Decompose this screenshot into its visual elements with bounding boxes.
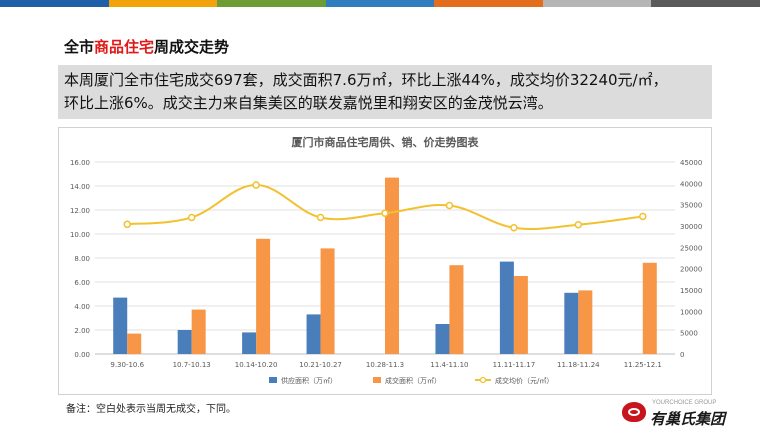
right-axis-tick-label: 5000 — [680, 330, 698, 338]
top-bar-segment — [0, 0, 109, 7]
bar-supply-area — [113, 297, 128, 354]
avg-price-point — [316, 213, 325, 222]
bar-sales-area — [449, 265, 464, 354]
legend-label: 供应面积（万㎡） — [281, 376, 337, 385]
bar-supply-area — [177, 330, 192, 354]
right-axis-tick-label: 40000 — [680, 180, 702, 188]
avg-price-point — [510, 223, 518, 232]
bar-supply-area — [306, 314, 321, 354]
top-bar-segment — [542, 0, 652, 7]
left-axis-tick-label: 12.00 — [70, 207, 90, 215]
right-axis-tick-label: 20000 — [680, 266, 702, 274]
avg-price-point — [252, 181, 260, 189]
x-axis-category-label: 10.28-11.3 — [366, 361, 404, 369]
x-axis-category-label: 11.18-11.24 — [557, 361, 600, 369]
left-axis-tick-label: 14.00 — [70, 183, 90, 191]
company-logo: YOURCHOICE GROUP 有巢氏集团 — [622, 400, 740, 428]
left-axis-tick-label: 10.00 — [70, 231, 90, 239]
x-axis-category-label: 10.14-10.20 — [235, 361, 278, 369]
weekly-supply-sales-price-chart: 厦门市商品住宅周供、销、价走势图表 0.00 2.00 4.00 6.00 8.00 10.… — [70, 135, 702, 385]
bar-sales-area — [385, 177, 399, 354]
page-heading: 全市商品住宅周成交走势 — [64, 36, 229, 57]
left-axis-tick-label: 2.00 — [74, 327, 90, 335]
avg-price-point — [574, 220, 583, 229]
right-axis-tick-label: 10000 — [680, 308, 702, 316]
bar-sales-area — [513, 276, 528, 354]
right-axis-tick-label: 0 — [680, 351, 684, 359]
bar-sales-area — [127, 333, 142, 354]
x-axis-category-label: 9.30-10.6 — [110, 361, 144, 369]
legend-label: 成交面积（万㎡） — [385, 376, 441, 385]
legend-label: 成交均价（元/㎡） — [495, 376, 553, 385]
bar-sales-area — [320, 248, 335, 354]
bar-supply-area — [242, 332, 257, 354]
legend-swatch-marker — [479, 376, 487, 384]
left-axis-tick-label: 8.00 — [74, 255, 90, 263]
x-axis-category-label: 11.4-11.10 — [430, 361, 468, 369]
summary-box: 本周厦门全市住宅成交697套，成交面积7.6万㎡，环比上涨44%，成交均价322… — [58, 65, 712, 119]
top-bar-segment — [651, 0, 760, 7]
top-color-bar — [0, 0, 760, 7]
left-axis-tick-label: 4.00 — [74, 303, 90, 311]
bar-supply-area — [435, 324, 450, 354]
chart-title: 厦门市商品住宅周供、销、价走势图表 — [292, 135, 480, 149]
bar-supply-area — [499, 261, 514, 354]
right-axis-tick-label: 35000 — [680, 202, 702, 210]
right-axis-tick-label: 30000 — [680, 223, 702, 231]
summary-line-2: 环比上涨6%。成交主力来自集美区的联发嘉悦里和翔安区的金茂悦云湾。 — [64, 94, 553, 112]
footnote: 备注：空白处表示当周无成交，下同。 — [66, 404, 236, 415]
left-axis-tick-label: 0.00 — [74, 351, 90, 359]
heading-prefix: 全市 — [64, 38, 95, 56]
avg-price-point — [381, 209, 389, 217]
legend-swatch — [269, 377, 277, 383]
right-axis-tick-label: 45000 — [680, 159, 702, 167]
bar-sales-area — [191, 309, 206, 354]
chart-container: 厦门市商品住宅周供、销、价走势图表 0.00 2.00 4.00 6.00 8.00 10.… — [58, 127, 712, 395]
avg-price-point — [187, 213, 196, 222]
avg-price-point — [123, 220, 131, 229]
top-bar-segment — [325, 0, 435, 7]
avg-price-point — [639, 212, 647, 221]
heading-suffix: 周成交走势 — [154, 38, 230, 56]
top-bar-segment — [434, 0, 543, 7]
x-axis-category-label: 11.25-12.1 — [624, 361, 662, 369]
summary-line-1: 本周厦门全市住宅成交697套，成交面积7.6万㎡，环比上涨44%，成交均价322… — [64, 71, 668, 89]
logo-emblem-icon — [622, 402, 646, 422]
left-axis-tick-label: 16.00 — [70, 159, 90, 167]
heading-highlight: 商品住宅 — [94, 38, 155, 56]
left-axis-tick-label: 6.00 — [74, 279, 90, 287]
bar-sales-area — [642, 262, 657, 354]
logo-chinese-name: 有巢氏集团 — [650, 410, 726, 428]
top-bar-segment — [217, 0, 326, 7]
bar-sales-area — [578, 290, 593, 354]
x-axis-category-label: 11.11-11.17 — [493, 361, 536, 369]
legend-swatch — [373, 377, 381, 383]
bar-sales-area — [256, 238, 271, 354]
avg-price-point — [445, 201, 454, 210]
x-axis-category-label: 10.21-10.27 — [299, 361, 342, 369]
right-axis-tick-label: 25000 — [680, 244, 702, 252]
bar-supply-area — [564, 292, 579, 354]
right-axis-tick-label: 15000 — [680, 287, 702, 295]
x-axis-category-label: 10.7-10.13 — [173, 361, 211, 369]
top-bar-segment — [108, 0, 218, 7]
logo-english-name: YOURCHOICE GROUP — [652, 400, 717, 406]
